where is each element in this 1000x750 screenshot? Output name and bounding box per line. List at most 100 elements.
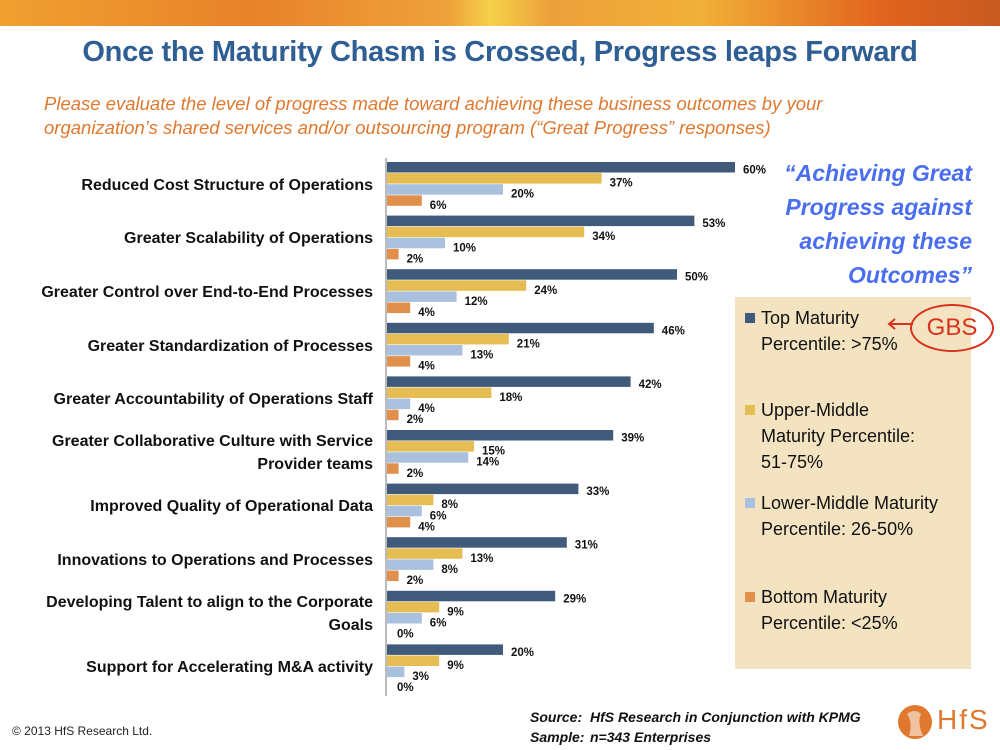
bar-support-for-accelerating-m-a-activity-series-1 — [387, 655, 440, 666]
category-label-line: Greater Collaborative Culture with Servi… — [52, 433, 373, 451]
category-label-greater-standardization-of-processes: Greater Standardization of Processes — [88, 335, 373, 358]
decorative-header-band — [0, 0, 1000, 26]
copyright: © 2013 HfS Research Ltd. — [12, 724, 153, 738]
legend-label-line1: Upper-Middle — [761, 400, 870, 420]
value-label: 0% — [397, 629, 414, 641]
legend-item-top: Top Maturity Percentile: >75% — [745, 305, 898, 357]
bar-innovations-to-operations-and-processes-series-2 — [387, 559, 434, 570]
value-label: 4% — [418, 361, 435, 373]
value-label: 3% — [412, 671, 429, 683]
bar-greater-scalability-of-operations-series-1 — [387, 226, 585, 238]
legend: Top Maturity Percentile: >75% Upper-Middl… — [735, 297, 971, 669]
legend-label-line2: Maturity Percentile: — [761, 426, 916, 446]
category-label-greater-collaborative-culture-with-service-provider-teams: Greater Collaborative Culture with Servi… — [52, 430, 373, 476]
bar-greater-accountability-of-operations-staff-series-0 — [387, 376, 631, 387]
value-label: 2% — [407, 575, 424, 587]
value-label: 18% — [499, 392, 522, 404]
bar-greater-collaborative-culture-with-service-provider-teams-series-3 — [387, 463, 399, 474]
category-label-line: Greater Scalability of Operations — [124, 230, 373, 248]
legend-item-lower-middle: Lower-Middle Maturity Percentile: 26-50% — [745, 490, 938, 542]
logo-text: HfS — [937, 704, 990, 735]
value-label: 50% — [685, 272, 708, 284]
bar-greater-scalability-of-operations-series-0 — [387, 215, 695, 227]
slide-title: Once the Maturity Chasm is Crossed, Prog… — [82, 36, 918, 68]
category-label-line: Developing Talent to align to the Corpor… — [46, 594, 373, 611]
value-label: 37% — [610, 178, 633, 190]
category-label-developing-talent-to-align-to-the-corporate-goals: Developing Talent to align to the Corpor… — [46, 591, 373, 637]
bar-greater-collaborative-culture-with-service-provider-teams-series-2 — [387, 452, 469, 463]
value-label: 60% — [743, 165, 766, 177]
category-label-greater-scalability-of-operations: Greater Scalability of Operations — [124, 227, 373, 250]
source-key: Source: — [530, 709, 583, 725]
value-label: 8% — [441, 564, 458, 576]
bar-innovations-to-operations-and-processes-series-3 — [387, 570, 399, 581]
value-label: 39% — [621, 433, 644, 445]
category-label-line: Provider teams — [257, 456, 373, 474]
logo-figure-icon — [898, 705, 932, 739]
value-label: 6% — [430, 200, 447, 212]
value-label: 53% — [702, 218, 725, 230]
gbs-callout: GBS — [910, 304, 994, 352]
category-label-line: Greater Accountability of Operations Sta… — [53, 391, 373, 409]
category-label-line: Greater Control over End-to-End Processe… — [41, 283, 373, 301]
category-label-reduced-cost-structure-of-operations: Reduced Cost Structure of Operations — [81, 174, 373, 197]
category-label-line: Reduced Cost Structure of Operations — [81, 176, 373, 194]
value-label: 34% — [592, 231, 615, 243]
value-label: 24% — [534, 285, 557, 297]
value-label: 8% — [441, 499, 458, 511]
category-label-improved-quality-of-operational-data: Improved Quality of Operational Data — [90, 495, 373, 518]
legend-item-upper-middle: Upper-Middle Maturity Percentile: 51-75% — [745, 397, 915, 475]
legend-label-line2: Percentile: 26-50% — [761, 519, 914, 539]
bar-support-for-accelerating-m-a-activity-series-0 — [387, 644, 503, 655]
bar-greater-accountability-of-operations-staff-series-2 — [387, 398, 411, 410]
bar-developing-talent-to-align-to-the-corporate-goals-series-1 — [387, 601, 440, 613]
value-label: 20% — [511, 647, 534, 659]
category-label-line: Greater Standardization of Processes — [87, 337, 373, 355]
value-label: 2% — [407, 253, 424, 265]
bar-developing-talent-to-align-to-the-corporate-goals-series-2 — [387, 613, 422, 624]
value-label: 4% — [418, 403, 435, 415]
category-label-support-for-accelerating-m-a-activity: Support for Accelerating M&A activity — [86, 656, 373, 679]
bar-greater-standardization-of-processes-series-0 — [387, 322, 654, 334]
source-value: HfS Research in Conjunction with KPMG — [590, 709, 861, 725]
value-label: 12% — [465, 296, 488, 308]
bar-improved-quality-of-operational-data-series-2 — [387, 505, 422, 517]
category-label-greater-control-over-end-to-end-processes: Greater Control over End-to-End Processe… — [41, 281, 373, 304]
arrow-left-icon — [887, 318, 913, 330]
legend-label-line2: Percentile: <25% — [761, 613, 898, 633]
category-label-line: Support for Accelerating M&A activity — [86, 659, 373, 677]
value-label: 33% — [586, 486, 609, 498]
bar-reduced-cost-structure-of-operations-series-0 — [387, 162, 735, 173]
quote-callout: “Achieving Great Progress against achiev… — [784, 160, 972, 288]
bar-improved-quality-of-operational-data-series-0 — [387, 483, 579, 495]
bar-support-for-accelerating-m-a-activity-series-2 — [387, 666, 405, 678]
bar-greater-control-over-end-to-end-processes-series-0 — [387, 269, 677, 280]
legend-label-line1: Top Maturity — [761, 308, 860, 328]
bar-improved-quality-of-operational-data-series-1 — [387, 494, 434, 506]
bar-greater-standardization-of-processes-series-2 — [387, 345, 463, 356]
legend-label-line1: Bottom Maturity — [761, 587, 888, 607]
value-label: 14% — [476, 457, 499, 469]
sample-value: n=343 Enterprises — [590, 729, 712, 745]
sample-key: Sample: — [530, 729, 585, 745]
bar-greater-control-over-end-to-end-processes-series-1 — [387, 280, 527, 291]
value-label: 6% — [430, 510, 447, 522]
bar-reduced-cost-structure-of-operations-series-3 — [387, 195, 422, 206]
bar-reduced-cost-structure-of-operations-series-2 — [387, 184, 503, 195]
category-label-line: Improved Quality of Operational Data — [90, 498, 373, 516]
bar-greater-scalability-of-operations-series-3 — [387, 248, 399, 260]
value-label: 31% — [575, 540, 598, 552]
value-label: 21% — [517, 338, 540, 350]
value-label: 9% — [447, 606, 464, 618]
bar-greater-control-over-end-to-end-processes-series-3 — [387, 302, 411, 313]
value-label: 2% — [407, 414, 424, 426]
value-label: 2% — [407, 468, 424, 480]
legend-swatch-lower-middle — [745, 498, 755, 508]
bar-greater-control-over-end-to-end-processes-series-2 — [387, 291, 457, 302]
value-label: 10% — [453, 242, 476, 254]
value-label: 15% — [482, 446, 505, 458]
bar-developing-talent-to-align-to-the-corporate-goals-series-0 — [387, 590, 556, 602]
legend-label-line2: Percentile: >75% — [761, 334, 898, 354]
bar-greater-accountability-of-operations-staff-series-1 — [387, 387, 492, 398]
